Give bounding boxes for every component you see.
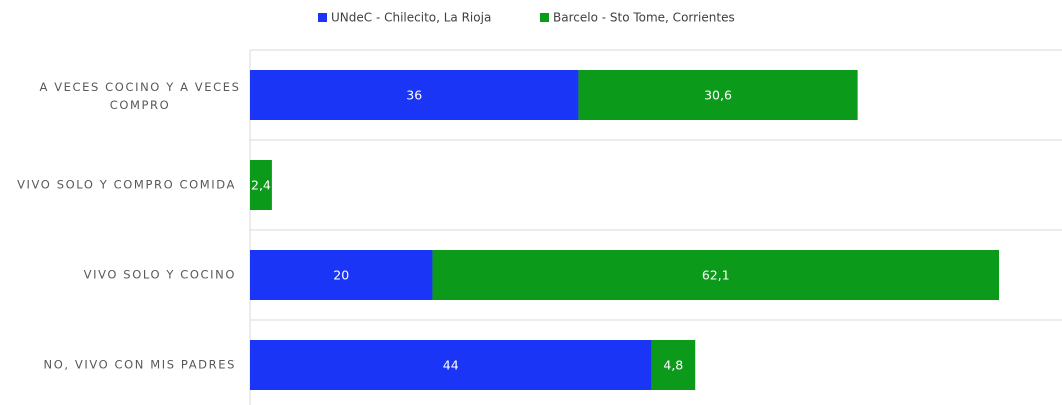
bar-segment [250, 160, 272, 210]
data-label: 36 [406, 88, 422, 103]
data-label: 4,8 [663, 358, 683, 373]
bar-segment [250, 70, 579, 120]
bar-segment [432, 250, 1000, 300]
data-label: 2,4 [251, 178, 271, 193]
legend-swatch [540, 13, 549, 22]
category-label: VIVO SOLO Y COCINO [84, 268, 236, 282]
legend-label: UNdeC - Chilecito, La Rioja [331, 11, 491, 25]
data-label: 44 [443, 358, 459, 373]
category-label: A VECES COCINO Y A VECES COMPRO [39, 80, 240, 112]
data-label: 30,6 [704, 88, 732, 103]
bar-segment [250, 250, 433, 300]
data-label: 20 [333, 268, 349, 283]
bar-segment [578, 70, 858, 120]
category-label: NO, VIVO CON MIS PADRES [44, 358, 236, 372]
category-label: VIVO SOLO Y COMPRO COMIDA [17, 178, 236, 192]
bar-segment [250, 340, 652, 390]
legend-label: Barcelo - Sto Tome, Corrientes [553, 11, 735, 25]
legend-swatch [318, 13, 327, 22]
data-label: 62,1 [702, 268, 730, 283]
bar-segment [651, 340, 696, 390]
